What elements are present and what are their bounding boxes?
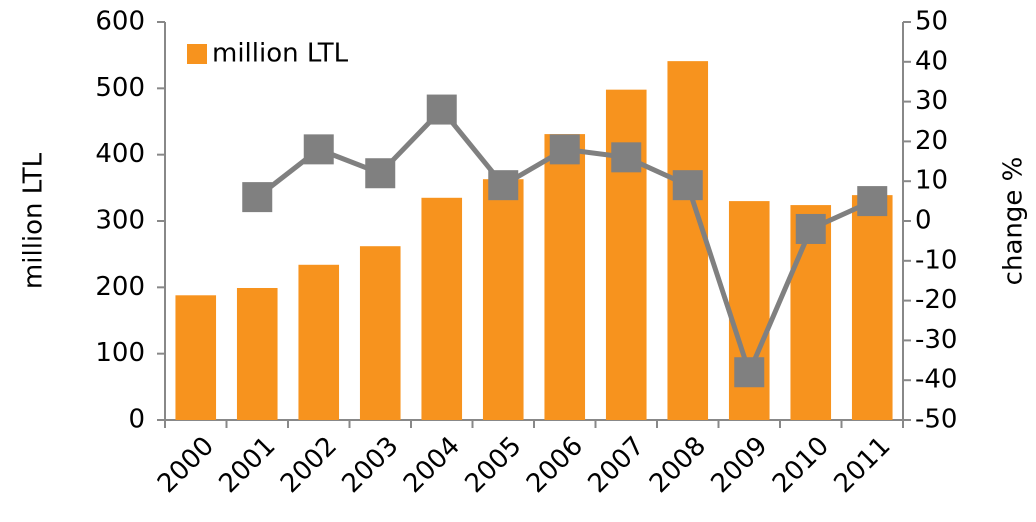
x-tick-label: 2011: [828, 431, 896, 499]
y2-axis-label: change %: [999, 157, 1029, 286]
bar: [605, 89, 647, 420]
x-tick-label: 2000: [152, 431, 220, 499]
x-tick-label: 2004: [398, 431, 466, 499]
x-tick-label: 2008: [644, 431, 712, 499]
y-tick-label: 500: [95, 73, 145, 103]
y-tick-label: 600: [95, 7, 145, 37]
bar: [236, 287, 278, 420]
line-marker: [365, 158, 396, 189]
y-axis-label: million LTL: [19, 152, 49, 289]
line-marker: [426, 94, 457, 125]
bar: [421, 197, 463, 420]
x-tick-label: 2009: [705, 431, 773, 499]
line-marker: [672, 170, 703, 201]
y2-tick-label: 30: [915, 86, 948, 116]
y-tick-label: 100: [95, 338, 145, 368]
y2-tick-label: 40: [915, 46, 948, 76]
bar: [482, 179, 524, 420]
line-marker: [488, 170, 519, 201]
bar: [851, 195, 893, 420]
bar: [298, 264, 340, 420]
line-marker: [857, 186, 888, 217]
legend-label: million LTL: [212, 39, 349, 69]
y-tick-label: 400: [95, 139, 145, 169]
bar: [359, 246, 401, 420]
y2-tick-label: 50: [915, 7, 948, 37]
y2-tick-label: 0: [915, 206, 932, 236]
y-tick-label: 300: [95, 206, 145, 236]
line-marker: [242, 182, 273, 213]
y2-tick-label: -40: [915, 365, 957, 395]
line-marker: [549, 134, 580, 165]
line-marker: [611, 142, 642, 173]
x-tick-label: 2010: [767, 431, 835, 499]
y2-tick-label: 10: [915, 166, 948, 196]
x-tick-label: 2005: [459, 431, 527, 499]
x-tick-label: 2007: [582, 431, 650, 499]
y-tick-label: 0: [128, 405, 145, 435]
y2-tick-label: -30: [915, 325, 957, 355]
y2-tick-label: -10: [915, 245, 957, 275]
bar: [667, 61, 709, 421]
y2-tick-label: 20: [915, 126, 948, 156]
legend-swatch: [187, 44, 207, 64]
y-tick-label: 200: [95, 272, 145, 302]
line-marker: [303, 134, 334, 165]
x-tick-label: 2002: [275, 431, 343, 499]
y2-tick-label: -20: [915, 285, 957, 315]
x-tick-label: 2003: [336, 431, 404, 499]
bar: [544, 134, 586, 420]
line-marker: [795, 213, 826, 244]
bar: [175, 295, 217, 420]
x-tick-label: 2006: [521, 431, 589, 499]
line-marker: [734, 357, 765, 388]
x-tick-label: 2001: [213, 431, 281, 499]
y2-tick-label: -50: [915, 405, 957, 435]
